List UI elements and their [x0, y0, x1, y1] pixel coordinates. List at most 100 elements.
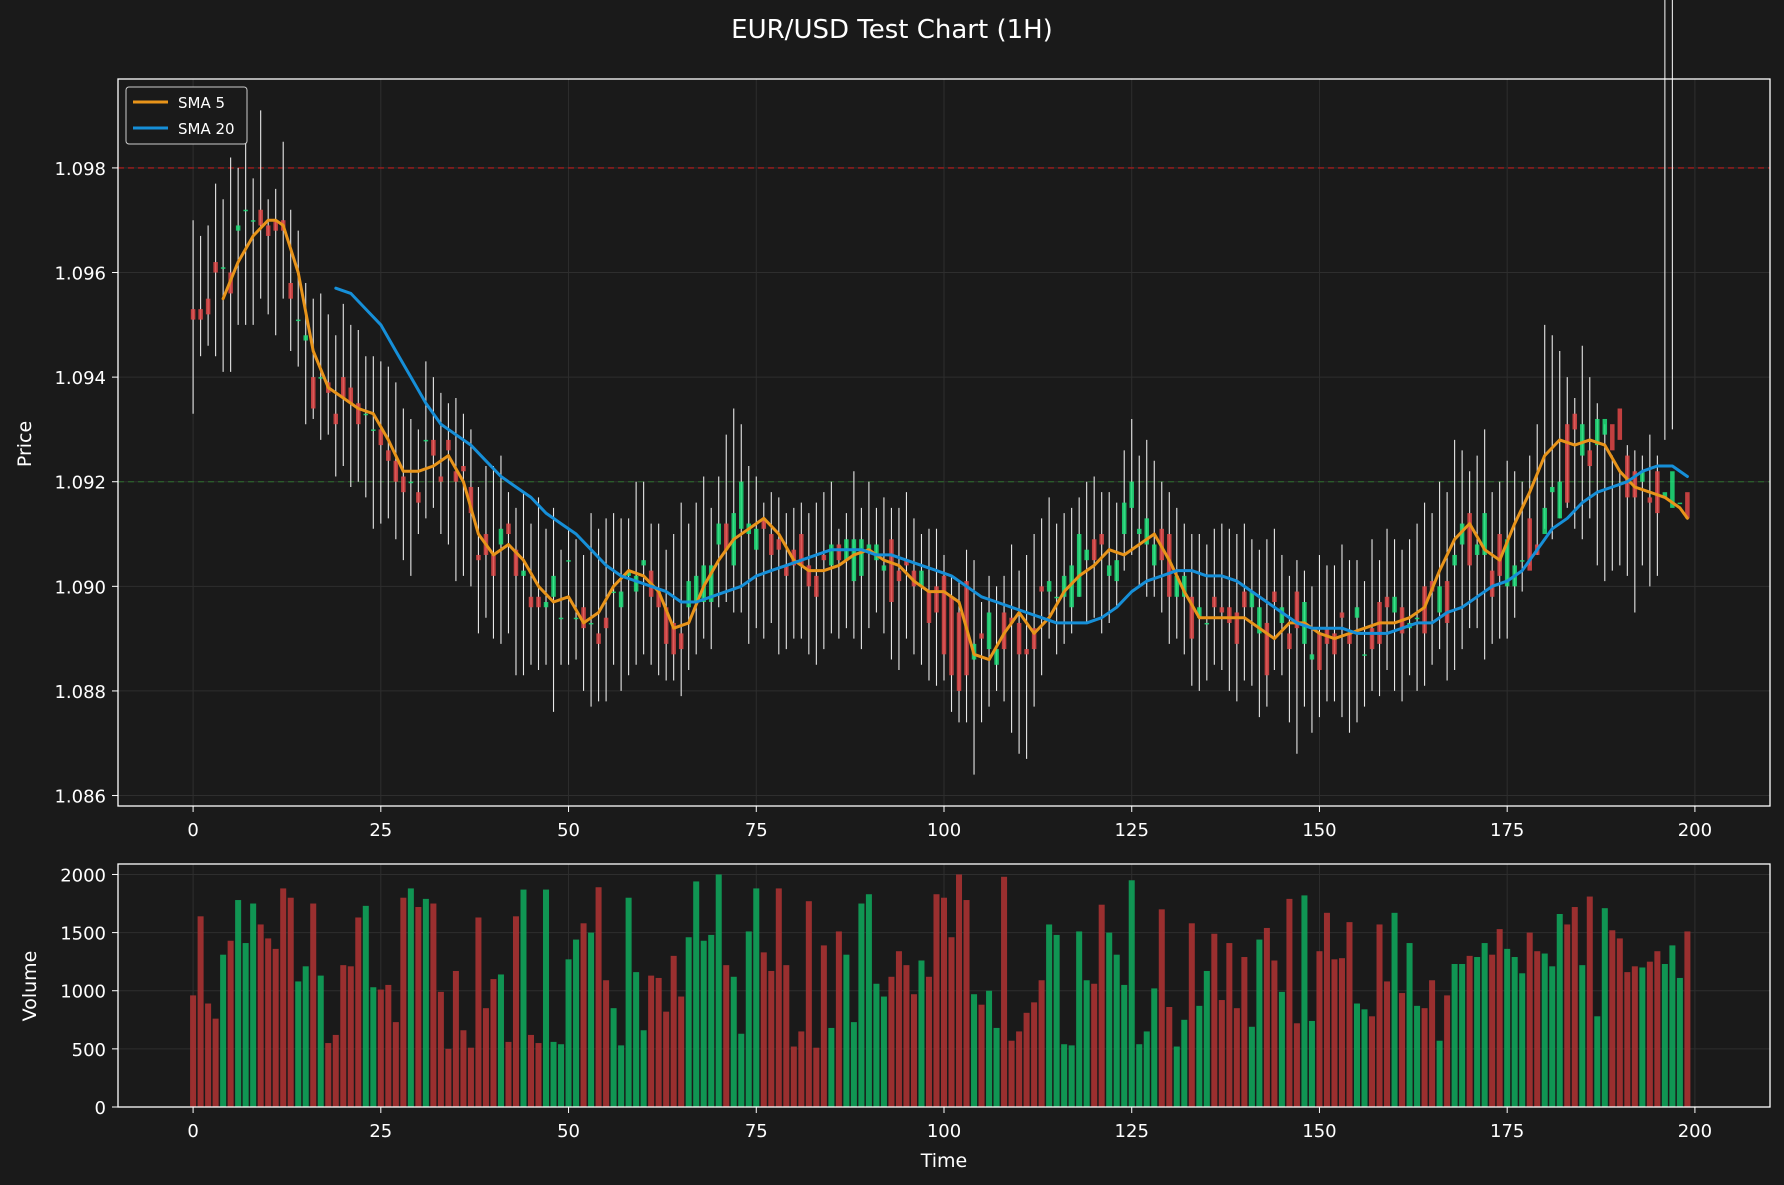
candle-body-down [784, 565, 789, 576]
candle-body-up [566, 560, 571, 562]
candle-body-up [1144, 518, 1149, 545]
volume-bar-up [1601, 908, 1608, 1107]
candle-body-up [1602, 418, 1608, 435]
volume-bar-up [610, 1008, 617, 1107]
volume-bar-up [1308, 1020, 1315, 1107]
candle-body-down [723, 523, 729, 550]
price-y-tick-label: 1.098 [54, 159, 106, 180]
volume-x-tick-label: 125 [1115, 1121, 1149, 1142]
volume-bar-up [850, 1022, 857, 1107]
volume-bar-up [407, 888, 414, 1107]
volume-bar-down [377, 989, 384, 1107]
volume-bar-down [1534, 951, 1541, 1107]
candle-body-up [1452, 554, 1457, 566]
volume-bar-up [1143, 1031, 1150, 1107]
volume-bar-up [1406, 943, 1413, 1107]
volume-bar-up [1436, 1040, 1443, 1107]
legend: SMA 5 SMA 20 [125, 86, 248, 145]
volume-bar-up [1181, 1019, 1188, 1107]
volume-bar-down [332, 1034, 339, 1107]
volume-bar-down [1008, 1040, 1015, 1107]
candle-body-up [1549, 486, 1555, 493]
price-x-tick-label: 25 [369, 820, 392, 841]
volume-bar-down [978, 1004, 985, 1107]
volume-bar-up [708, 934, 715, 1107]
volume-y-tick-label: 1500 [60, 924, 106, 945]
candle-body-down [769, 534, 774, 555]
volume-bar-down [1091, 983, 1098, 1107]
volume-bar-down [1616, 938, 1623, 1107]
candle-body-down [258, 209, 263, 226]
volume-bar-down [1316, 951, 1323, 1107]
candle-body-down [1264, 622, 1270, 676]
volume-bar-down [445, 1048, 452, 1107]
candle-body-down [431, 439, 436, 456]
candle-body-up [1061, 575, 1067, 597]
volume-bar-down [460, 1030, 467, 1107]
candle-body-down [1294, 591, 1300, 629]
volume-bar-up [1451, 963, 1458, 1107]
volume-bar-up [1256, 939, 1263, 1107]
volume-x-tick-label: 0 [187, 1121, 198, 1142]
volume-bar-down [1166, 1007, 1173, 1107]
volume-bar-up [1579, 965, 1586, 1107]
volume-y-tick-label: 0 [95, 1098, 106, 1119]
candle-body-down [446, 439, 451, 451]
volume-bar-up [520, 889, 527, 1107]
candle-body-down [1189, 596, 1195, 639]
volume-x-tick-label: 25 [369, 1121, 392, 1142]
volume-bar-up [918, 960, 925, 1107]
price-x-tick-label: 175 [1490, 820, 1524, 841]
volume-bar-down [663, 1011, 670, 1107]
candle-body-up [1414, 617, 1420, 620]
volume-bar-down [1001, 876, 1008, 1107]
volume-bar-up [1083, 980, 1090, 1107]
price-y-tick-label: 1.092 [54, 473, 106, 494]
volume-y-ticks: 0 500 1000 1500 2000 [60, 865, 118, 1119]
candle-body-up [295, 319, 301, 322]
candle-body-down [949, 596, 954, 676]
candle-body-down [1031, 628, 1037, 650]
volume-bar-down [1444, 995, 1451, 1107]
sma-line-sma-20 [334, 286, 1689, 635]
volume-bar-down [1158, 909, 1165, 1107]
volume-bar-down [670, 955, 677, 1107]
candle-body-down [821, 554, 827, 561]
volume-x-ticks: 0 25 50 75 100 125 150 175 200 [187, 1107, 1712, 1142]
candle-body-down [603, 617, 609, 629]
candle-body-down [904, 560, 909, 566]
candle-body-down [378, 429, 384, 446]
legend-label-sma-5: SMA 5 [178, 94, 225, 112]
candle-body-down [941, 575, 947, 655]
chart-title: EUR/USD Test Chart (1H) [731, 15, 1053, 45]
volume-bar-down [903, 965, 910, 1107]
price-x-tick-label: 75 [745, 820, 768, 841]
candle-body-down [1227, 607, 1232, 623]
volume-bar-down [1624, 972, 1631, 1107]
candle-body-up [371, 429, 376, 431]
candle-body-down [468, 486, 474, 514]
candle-body-up [881, 565, 887, 571]
volume-bars [190, 874, 1691, 1107]
candle-body-up [250, 220, 256, 222]
volume-bar-down [1323, 912, 1330, 1107]
candle-body-down [776, 539, 782, 550]
candle-body-up [1197, 607, 1202, 618]
candle-body-down [273, 220, 278, 231]
candle-body-down [1632, 471, 1638, 498]
volume-bar-down [227, 940, 234, 1107]
volume-bar-up [588, 932, 595, 1107]
volume-bar-up [565, 959, 572, 1107]
volume-bar-down [760, 952, 767, 1107]
volume-bar-down [475, 917, 482, 1107]
volume-bar-up [1278, 991, 1285, 1107]
candle-body-down [678, 633, 684, 650]
volume-bar-up [1511, 957, 1518, 1107]
candle-body-up [573, 617, 579, 620]
volume-bar-up [753, 888, 760, 1107]
volume-bar-up [685, 937, 692, 1107]
volume-bar-down [1526, 932, 1533, 1107]
candle-body-down [506, 523, 511, 535]
candle-body-down [663, 607, 669, 644]
volume-bar-down [325, 1043, 332, 1107]
